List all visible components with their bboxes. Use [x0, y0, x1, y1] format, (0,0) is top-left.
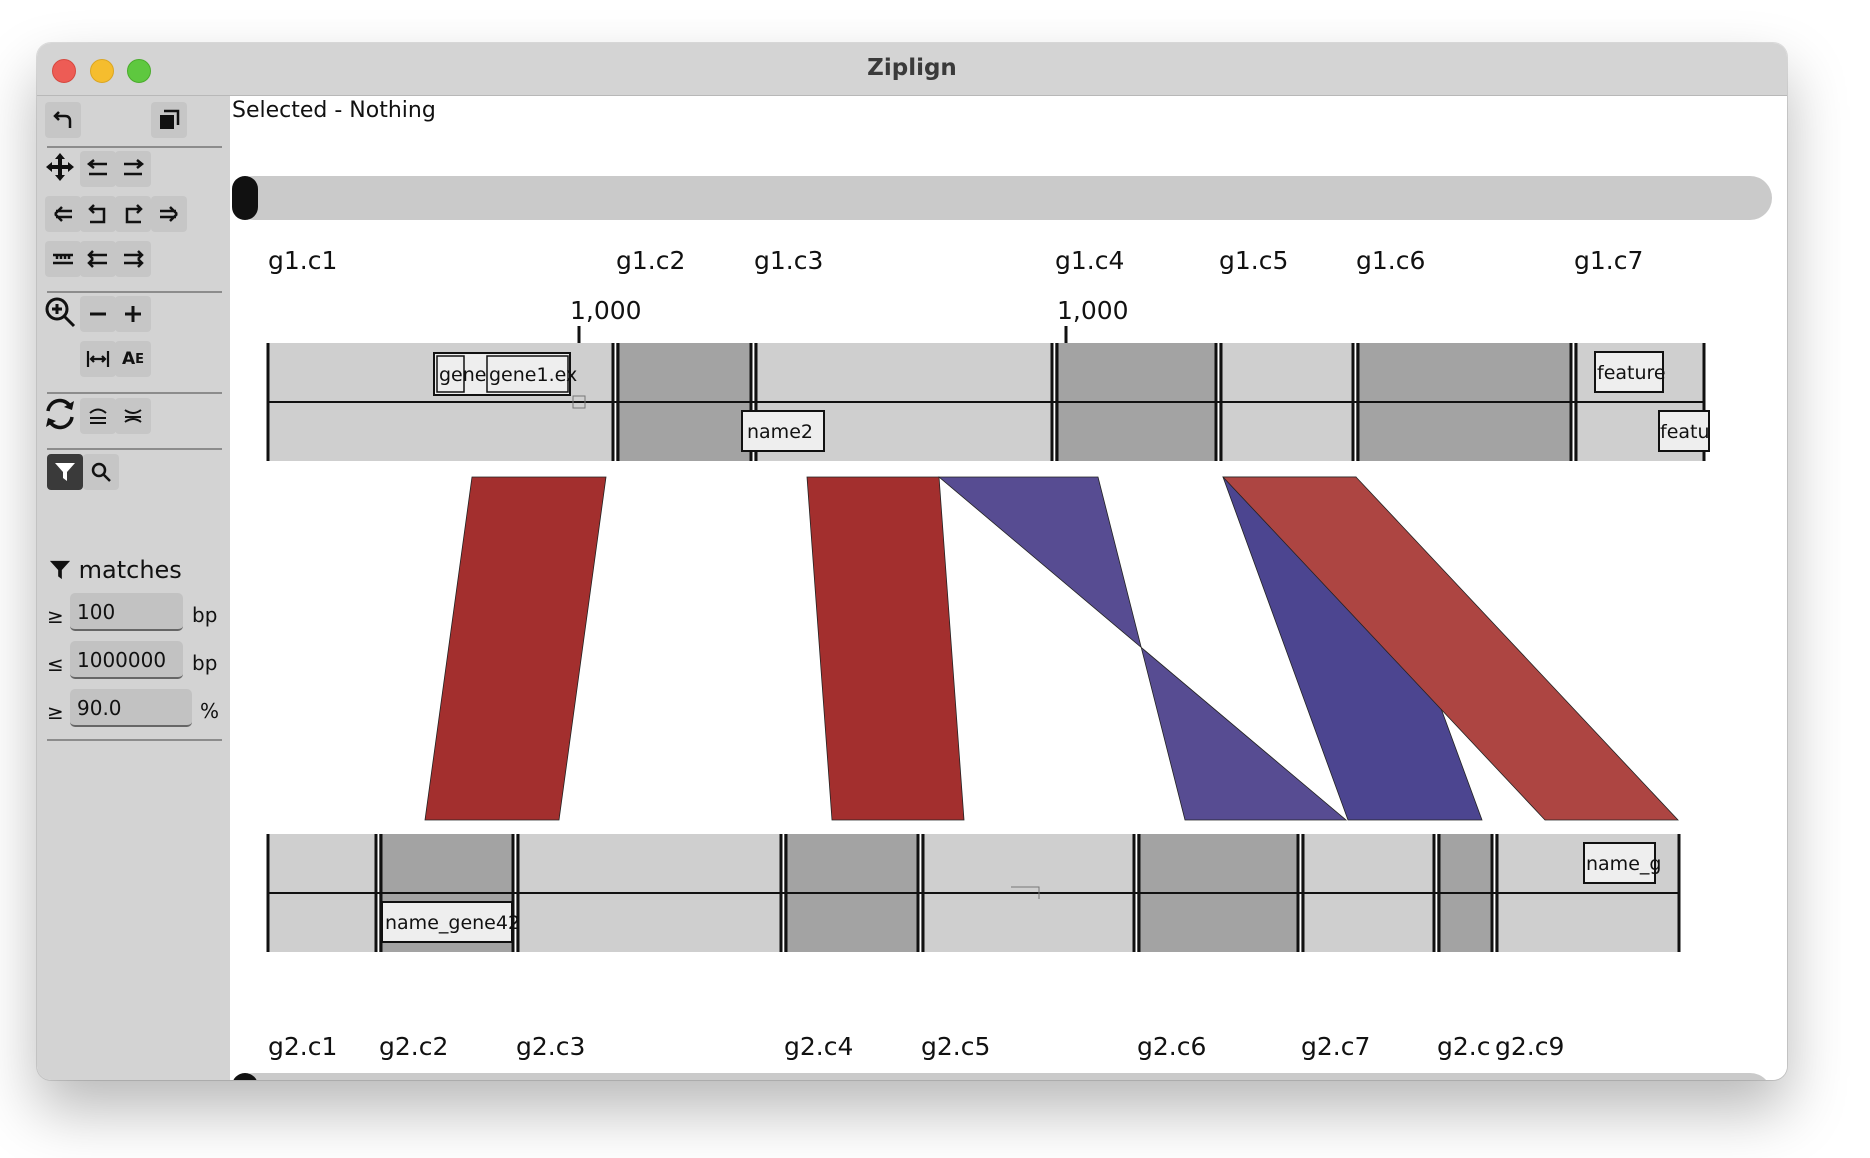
rotate-right-icon[interactable] [115, 196, 151, 232]
feature-box[interactable] [1583, 842, 1656, 884]
g1-contig-label-4: g1.c4 [1055, 246, 1125, 275]
max-length-symbol: ≤ [47, 652, 64, 676]
g2-contig-label-4: g2.c4 [784, 1032, 854, 1061]
feature-box[interactable] [436, 355, 465, 393]
feature-label-featu: featu [1660, 421, 1710, 443]
g1-contig-label-2: g1.c2 [616, 246, 686, 275]
g1-contig-label-1: g1.c1 [268, 246, 338, 275]
search-icon[interactable] [83, 454, 119, 490]
undo-icon[interactable] [45, 102, 81, 138]
min-identity-input[interactable]: 90.0 [70, 689, 192, 727]
genome2-scroll-thumb[interactable] [232, 1073, 258, 1080]
match-ribbon-forward[interactable] [806, 476, 965, 821]
ruler-icon[interactable] [45, 241, 81, 277]
filter-title: matches [49, 556, 182, 584]
match-ribbon-forward[interactable] [1222, 476, 1679, 821]
min-length-input[interactable]: 100 [70, 593, 183, 631]
selection-status: Selected - Nothing [232, 98, 436, 123]
match-ribbon-forward[interactable] [424, 476, 607, 821]
genome1-scrollbar[interactable] [232, 176, 1772, 220]
fit-width-icon[interactable] [80, 341, 116, 377]
g1-contig-label-3: g1.c3 [754, 246, 824, 275]
small-feature-marker [1011, 886, 1040, 899]
rotate-left-icon[interactable] [80, 196, 116, 232]
minimize-button[interactable] [90, 59, 114, 83]
min-identity-unit: % [200, 699, 220, 723]
max-length-input[interactable]: 1000000 [70, 641, 183, 679]
genome1-track: gene gene1.ex feature name2 featu [266, 343, 1710, 461]
feature-label-name2: name2 [747, 421, 813, 443]
tick-label-1: 1,000 [570, 296, 642, 325]
shift-left-icon[interactable] [80, 151, 116, 187]
g2-contig-label-3: g2.c3 [516, 1032, 586, 1061]
feature-box[interactable] [1658, 410, 1710, 452]
feature-box[interactable] [741, 410, 825, 452]
funnel-icon [49, 560, 71, 580]
feature-label-name-gene42: name_gene42 [385, 912, 520, 934]
alignment-view: Selected - Nothing g1.c1 g1.c2 g1.c3 g1.… [230, 96, 1787, 1080]
filter-icon[interactable] [47, 454, 83, 490]
small-feature-marker [572, 395, 586, 409]
g2-contig-label-8: g2.c [1437, 1032, 1491, 1061]
g1-contig-label-7: g1.c7 [1574, 246, 1644, 275]
feature-box[interactable] [486, 355, 569, 393]
zoom-plus-icon[interactable] [115, 296, 151, 332]
g1-contig-label-5: g1.c5 [1219, 246, 1289, 275]
collapse-icon[interactable] [80, 398, 116, 434]
match-ribbons [424, 476, 1679, 821]
app-window: Ziplign [37, 43, 1787, 1080]
refresh-icon[interactable] [42, 396, 78, 432]
close-button[interactable] [52, 59, 76, 83]
zoom-button[interactable] [127, 59, 151, 83]
tick-label-2: 1,000 [1057, 296, 1129, 325]
align-left-icon[interactable] [80, 241, 116, 277]
arrow-left-icon[interactable] [45, 196, 81, 232]
filter-title-label: matches [78, 556, 182, 584]
feature-box[interactable] [1594, 351, 1664, 393]
title-bar: Ziplign [37, 43, 1787, 96]
max-length-unit: bp [192, 651, 218, 675]
zoom-in-icon[interactable] [42, 294, 78, 330]
move-icon[interactable] [42, 149, 78, 185]
g2-contig-label-5: g2.c5 [921, 1032, 991, 1061]
arrow-right-icon[interactable] [151, 196, 187, 232]
match-ribbon-reverse[interactable] [937, 476, 1348, 821]
alignment-canvas: 1,000 1,000 [266, 296, 1710, 952]
expand-icon[interactable] [115, 398, 151, 434]
shift-right-icon[interactable] [115, 151, 151, 187]
window-title: Ziplign [867, 55, 957, 81]
copy-icon[interactable] [151, 102, 187, 138]
genome2-track: name_g name_gene42 [266, 834, 1681, 952]
feature-label-gene1ex: gene1.ex [489, 364, 577, 386]
min-length-unit: bp [192, 603, 218, 627]
min-identity-symbol: ≥ [47, 700, 64, 724]
g2-contig-label-9: g2.c9 [1495, 1032, 1565, 1061]
feature-box[interactable] [381, 901, 513, 943]
zoom-minus-icon[interactable] [80, 296, 116, 332]
g2-contig-label-6: g2.c6 [1137, 1032, 1207, 1061]
g2-contig-label-1: g2.c1 [268, 1032, 338, 1061]
g1-contig-label-6: g1.c6 [1356, 246, 1426, 275]
align-right-icon[interactable] [115, 241, 151, 277]
g2-contig-label-2: g2.c2 [379, 1032, 449, 1061]
genome1-scroll-thumb[interactable] [232, 176, 258, 220]
g2-contig-label-7: g2.c7 [1301, 1032, 1371, 1061]
genome2-scrollbar[interactable] [232, 1073, 1772, 1080]
feature-label-gene: gene [439, 364, 486, 386]
min-length-symbol: ≥ [47, 604, 64, 628]
feature-label-feature: feature [1597, 362, 1666, 384]
feature-label-name-g: name_g [1586, 853, 1661, 875]
